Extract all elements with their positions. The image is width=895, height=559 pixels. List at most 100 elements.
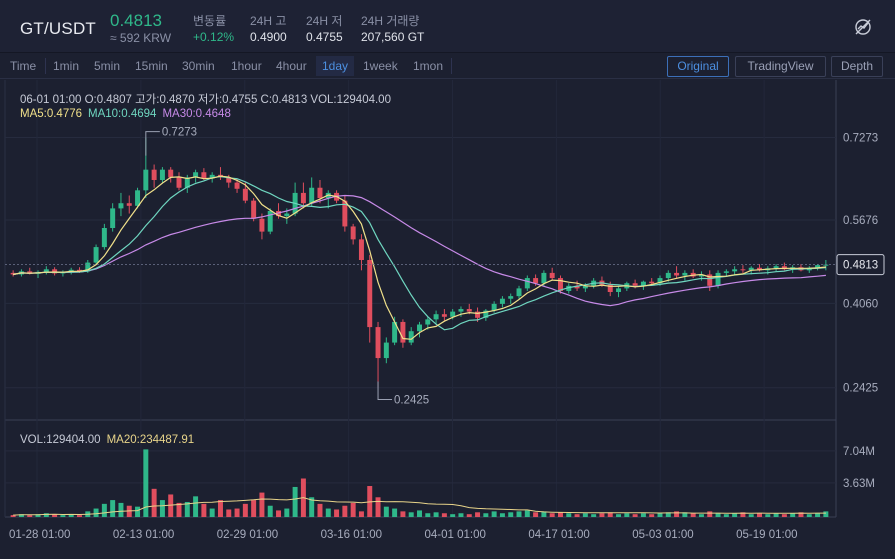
ma10-line (12, 175, 826, 331)
chart-area[interactable]: 0.7273 0.5676 0.4060 0.2425 01-28 01:00 02-13… (0, 80, 895, 559)
candle-body (300, 192, 306, 204)
timeframe-30min[interactable]: 30min (182, 59, 215, 73)
volume-bar (773, 513, 779, 517)
volume-bar (798, 512, 804, 517)
volume-bar (135, 506, 141, 517)
volume-bar (591, 514, 597, 517)
candle-body (616, 288, 622, 292)
candle-body (574, 285, 580, 289)
candlestick-chart[interactable]: 0.7273 0.5676 0.4060 0.2425 01-28 01:00 02-13… (0, 80, 895, 559)
high-value: 0.4900 (250, 30, 287, 44)
pair-name: GT/USDT (20, 19, 97, 38)
candle-body (417, 324, 422, 332)
view-original-button[interactable]: Original (667, 56, 729, 77)
timeframe-1day[interactable]: 1day (316, 56, 355, 76)
timeframe-1hour[interactable]: 1hour (231, 59, 262, 73)
candle-body (582, 285, 588, 289)
candle-body (732, 269, 738, 272)
volume-bar (441, 513, 447, 517)
candle-body (815, 265, 821, 268)
volume-bar (417, 510, 422, 517)
candle-body (358, 239, 364, 260)
volume-bar (77, 515, 82, 517)
view-tradingview-button[interactable]: TradingView (735, 56, 826, 77)
vol-legend: VOL:129404.00 (20, 434, 101, 446)
candle-body (126, 203, 132, 206)
volume-bar (284, 508, 290, 517)
candle-body (491, 303, 497, 311)
candle-body (632, 283, 638, 286)
volume-bar (640, 513, 646, 517)
timeframe-1min[interactable]: 1min (53, 59, 80, 73)
volume-bar (557, 512, 563, 517)
ma5-line (12, 175, 826, 340)
volume-bar (201, 503, 207, 517)
candle-body (433, 314, 439, 320)
candle-body (723, 271, 729, 273)
candle-body (425, 319, 431, 325)
candle-body (234, 182, 240, 189)
candle-body (159, 169, 165, 180)
candle-body (350, 226, 356, 240)
candle-body (375, 327, 381, 359)
volume-bar (499, 513, 505, 517)
volume-bar (251, 500, 257, 517)
change-stat: 변동률 +0.12% (193, 12, 234, 44)
candle-body (533, 278, 539, 284)
candle-body (151, 169, 157, 180)
volume-bar (27, 515, 33, 517)
candle-body (541, 272, 547, 284)
volume-bar (475, 512, 481, 517)
timeframe-5min[interactable]: 5min (94, 59, 121, 73)
divider (451, 58, 452, 74)
candle-body (499, 298, 505, 304)
candle-body (557, 278, 563, 291)
view-depth-button[interactable]: Depth (831, 56, 883, 77)
candle-body (259, 218, 265, 232)
candle-body (757, 267, 762, 271)
low-value: 0.4755 (306, 30, 343, 44)
candle-body (342, 200, 348, 227)
volume-bar (599, 513, 605, 517)
volume-bar (632, 514, 638, 517)
timeframe-15min[interactable]: 15min (135, 59, 168, 73)
ma30-legend: MA30:0.4648 (162, 108, 231, 120)
volume-bar (806, 514, 812, 517)
price-krw: ≈ 592 KRW (110, 31, 172, 45)
candle-body (483, 310, 489, 318)
volume-bar (491, 511, 497, 517)
candle-body (93, 247, 99, 263)
volume-bar (151, 488, 157, 517)
timeframe-time[interactable]: Time (10, 59, 37, 73)
candle-body (781, 266, 787, 270)
max-marker-label: 0.7273 (162, 127, 197, 139)
candle-body (201, 172, 207, 179)
volume-bar (450, 514, 456, 517)
candle-body (441, 314, 447, 317)
timeframe-1mon[interactable]: 1mon (413, 59, 444, 73)
current-price-tag (836, 254, 885, 276)
chart-toolbar: Time 1min 5min 15min 30min 1hour 4hour 1… (0, 53, 895, 79)
ohlc-legend: 06-01 01:00 O:0.4807 고가:0.4870 저가:0.4755… (20, 94, 391, 106)
volume-bar (740, 512, 746, 517)
candle-body (707, 274, 713, 286)
volume-bar (823, 511, 829, 517)
volume-bar (358, 511, 364, 517)
max-marker-line (145, 131, 160, 156)
chart-off-icon[interactable] (853, 17, 873, 37)
volume-bar (732, 513, 738, 517)
timeframe-1week[interactable]: 1week (363, 59, 398, 73)
candle-body (408, 331, 414, 343)
time-tick: 03-16 01:00 (321, 529, 382, 541)
volume-bar (267, 505, 273, 517)
volume-bar (118, 502, 124, 517)
volume-bar (815, 513, 821, 517)
volume-bar (375, 497, 381, 517)
volume-bar (458, 513, 464, 517)
timeframe-4hour[interactable]: 4hour (276, 59, 307, 73)
ma20-legend: MA20:234487.91 (106, 434, 195, 446)
volume-bar (566, 513, 572, 517)
candle-body (85, 262, 91, 272)
candle-body (10, 272, 16, 275)
candle-body (176, 177, 182, 188)
